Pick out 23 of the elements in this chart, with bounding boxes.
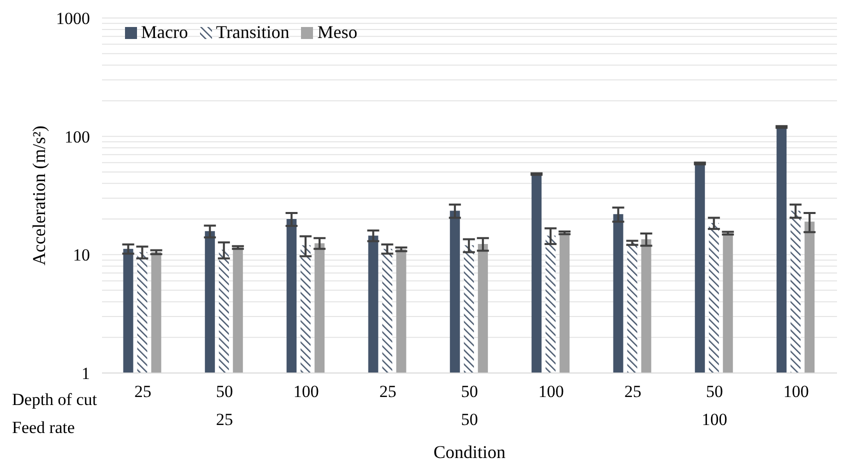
x-tick-label: 50 (461, 382, 478, 401)
text: 25 (216, 410, 233, 429)
text: 50 (461, 410, 478, 429)
legend-label: Meso (317, 22, 358, 43)
text: Feed rate (12, 418, 75, 438)
y-tick-label: 100 (64, 127, 90, 146)
legend-label: Macro (141, 22, 188, 43)
x-tick-label: 100 (783, 382, 809, 401)
x-tick-label: 50 (706, 382, 723, 401)
legend-label: Transition (216, 22, 290, 43)
x-tick-label: 25 (624, 382, 642, 401)
x-axis-title: Condition (433, 442, 506, 462)
y-tick-label: 10 (73, 246, 90, 265)
x-tick-label: 100 (293, 382, 319, 401)
y-tick-label: 1000 (56, 9, 90, 28)
x-tick-label: 50 (216, 382, 233, 401)
y-axis-title: Acceleration (m/s²) (29, 126, 49, 266)
x-tick-label: 25 (379, 382, 396, 401)
text: Depth of cut (12, 390, 97, 410)
x-tick-label: 100 (538, 382, 564, 401)
y-tick-label: 1 (82, 364, 90, 383)
text: 100 (702, 410, 728, 429)
x-tick-label: 25 (134, 382, 152, 401)
